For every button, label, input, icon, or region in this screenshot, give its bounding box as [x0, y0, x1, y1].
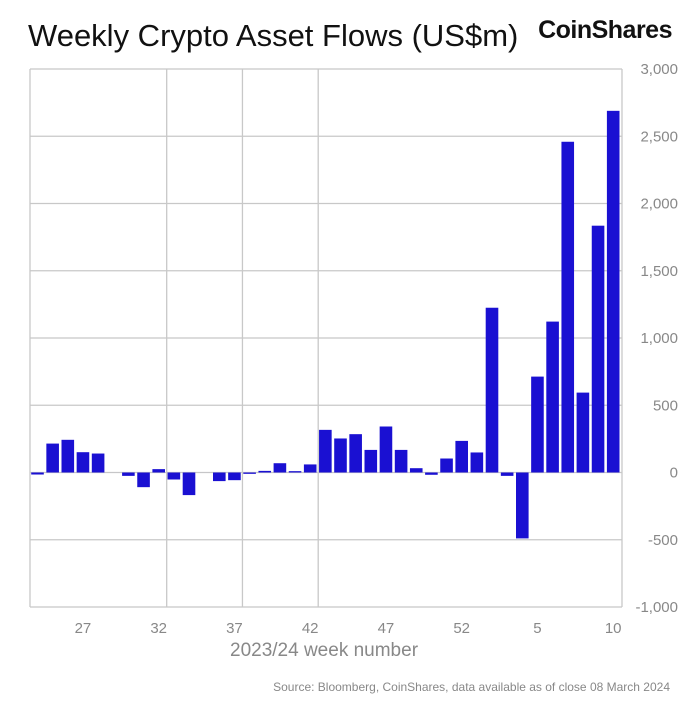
bar-week-3 [500, 472, 514, 476]
bar-week-50 [425, 472, 438, 475]
bar-week-32 [152, 469, 165, 473]
bar-week-42 [303, 464, 317, 473]
bar-week-5 [531, 376, 544, 473]
bar-week-26 [61, 439, 75, 473]
bar-week-51 [440, 458, 453, 473]
bar-week-48 [394, 449, 408, 473]
bar-week-36 [213, 472, 226, 482]
x-tick-label: 52 [453, 620, 470, 637]
bar-week-33 [167, 472, 181, 480]
y-tick-label: -1,000 [635, 599, 678, 616]
bar-week-39 [258, 470, 272, 473]
bar-week-10 [606, 110, 620, 473]
bar-week-30 [122, 472, 135, 476]
bar-week-2 [485, 307, 499, 473]
y-tick-label: -500 [648, 532, 678, 549]
y-tick-label: 1,500 [640, 263, 678, 280]
x-tick-label: 37 [226, 620, 243, 637]
bar-week-6 [546, 321, 559, 473]
bar-week-27 [76, 452, 90, 473]
chart-title: Weekly Crypto Asset Flows (US$m) [28, 18, 519, 53]
bar-week-1 [470, 452, 484, 473]
coinshares-logo: CoinShares [538, 16, 672, 44]
bar-week-8 [576, 392, 590, 473]
bar-week-41 [288, 471, 302, 473]
bar-week-46 [364, 449, 378, 473]
bar-week-38 [243, 472, 256, 474]
x-tick-label: 10 [605, 620, 622, 637]
x-tick-label: 5 [533, 620, 541, 637]
bar-week-40 [273, 463, 287, 473]
x-axis-label: 2023/24 week number [230, 640, 419, 661]
y-tick-label: 0 [670, 465, 678, 482]
bar-week-37 [228, 472, 241, 481]
x-tick-label: 47 [378, 620, 395, 637]
y-tick-label: 2,000 [640, 196, 678, 213]
x-tick-label: 32 [150, 620, 167, 637]
bar-week-45 [349, 434, 362, 473]
bar-week-47 [379, 426, 393, 473]
bar-week-4 [516, 472, 529, 539]
bar-week-44 [334, 438, 347, 473]
bar-week-34 [182, 472, 196, 496]
bar-week-52 [455, 440, 468, 473]
bar-week-24 [31, 472, 44, 475]
bar-week-28 [91, 453, 105, 473]
bar-week-31 [137, 472, 150, 488]
y-tick-label: 500 [653, 397, 678, 414]
y-tick-label: 3,000 [640, 61, 678, 78]
y-tick-label: 1,000 [640, 330, 678, 347]
bar-week-9 [591, 225, 605, 473]
x-tick-label: 27 [75, 620, 92, 637]
x-tick-label: 42 [302, 620, 319, 637]
y-tick-label: 2,500 [640, 128, 678, 145]
bar-week-43 [319, 429, 332, 473]
source-note: Source: Bloomberg, CoinShares, data avai… [273, 680, 670, 694]
bar-week-7 [561, 141, 575, 473]
bar-week-49 [409, 468, 423, 473]
bar-week-25 [46, 443, 59, 473]
